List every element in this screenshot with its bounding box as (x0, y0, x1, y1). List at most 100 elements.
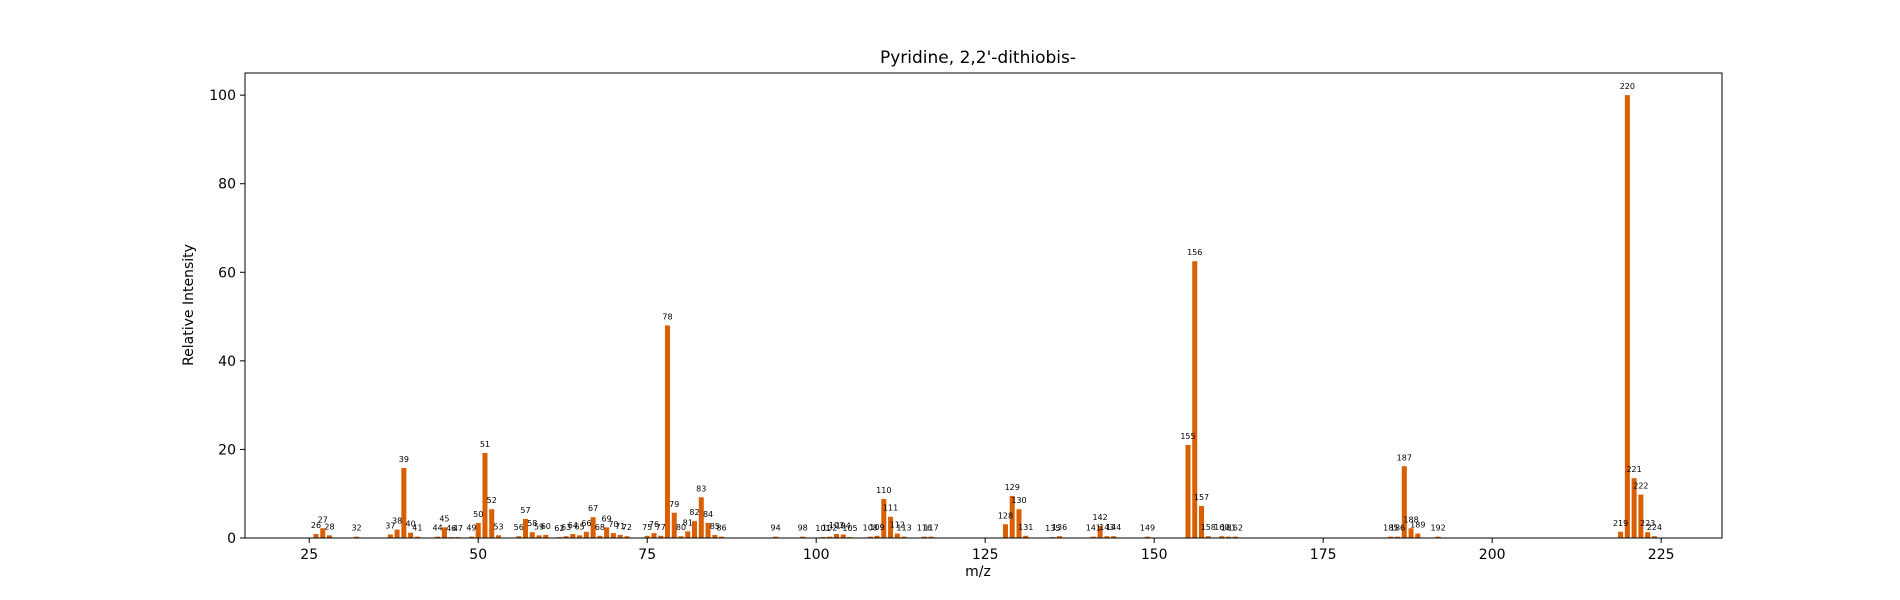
plot-frame (244, 72, 1723, 539)
peak-label-mz-78: 78 (662, 312, 672, 321)
bars-layer (313, 95, 1657, 538)
bar-mz-192 (1435, 536, 1441, 538)
peak-label-mz-143: 143 (1099, 523, 1114, 532)
peak-label-mz-50: 50 (473, 510, 483, 519)
bar-mz-27 (320, 528, 326, 538)
peak-label-mz-56: 56 (514, 523, 524, 532)
peak-label-mz-101: 101 (815, 524, 830, 533)
bar-mz-71 (617, 534, 623, 538)
bar-mz-104 (840, 534, 846, 538)
x-tick-label: 100 (803, 547, 830, 563)
bar-mz-76 (651, 533, 657, 538)
peak-label-mz-128: 128 (998, 511, 1013, 520)
peak-label-mz-155: 155 (1180, 432, 1195, 441)
bar-mz-94 (773, 536, 779, 538)
peak-label-mz-70: 70 (608, 520, 618, 529)
bar-mz-113 (901, 536, 907, 538)
peak-label-mz-46: 46 (446, 524, 456, 533)
y-tick-label: 40 (218, 354, 236, 370)
bar-mz-155 (1185, 445, 1191, 538)
bar-mz-187 (1401, 466, 1407, 538)
y-tick-label: 60 (218, 265, 236, 281)
bar-mz-188 (1408, 528, 1414, 538)
x-tick-label: 25 (300, 547, 318, 563)
bar-mz-186 (1395, 536, 1401, 538)
axes-layer: 25 50 75 100 125 150 175 200 225 0 20 40 60 80 100 (209, 72, 1723, 563)
bar-mz-63 (563, 536, 569, 538)
peak-label-mz-60: 60 (541, 522, 551, 531)
peak-label-mz-187: 187 (1397, 453, 1412, 462)
peak-label-mz-80: 80 (676, 523, 686, 532)
bar-mz-189 (1415, 533, 1421, 538)
bar-mz-59 (536, 535, 542, 538)
peak-label-mz-39: 39 (399, 455, 409, 464)
x-axis-title: m/z (965, 564, 991, 580)
peak-label-mz-75: 75 (642, 523, 652, 532)
peak-label-mz-85: 85 (710, 522, 720, 531)
peak-label-mz-117: 117 (923, 524, 938, 533)
peak-label-mz-49: 49 (466, 524, 476, 533)
bar-mz-66 (583, 531, 589, 538)
bar-mz-44 (435, 536, 441, 538)
peak-label-mz-112: 112 (890, 521, 905, 530)
peak-label-mz-220: 220 (1620, 82, 1635, 91)
peak-label-mz-142: 142 (1092, 513, 1107, 522)
bar-mz-149 (1144, 536, 1150, 538)
peak-label-mz-63: 63 (561, 523, 571, 532)
peak-label-mz-38: 38 (392, 517, 402, 526)
peak-label-mz-103: 103 (829, 521, 844, 530)
peak-label-mz-116: 116 (917, 524, 932, 533)
peak-label-mz-105: 105 (842, 524, 857, 533)
peak-label-mz-41: 41 (412, 524, 422, 533)
peak-label-mz-66: 66 (581, 519, 591, 528)
x-tick-label: 125 (972, 547, 999, 563)
bar-mz-41 (414, 536, 420, 538)
bar-mz-136 (1057, 536, 1063, 538)
peak-label-mz-68: 68 (595, 523, 605, 532)
bar-mz-85 (712, 534, 718, 538)
peak-label-mz-136: 136 (1052, 523, 1067, 532)
bar-mz-77 (658, 535, 664, 538)
bar-mz-144 (1111, 536, 1117, 538)
peak-label-mz-76: 76 (649, 520, 659, 529)
bar-mz-69 (604, 527, 610, 538)
bar-mz-129 (1009, 495, 1015, 538)
peak-label-mz-40: 40 (406, 520, 416, 529)
peak-label-mz-44: 44 (433, 524, 443, 533)
bar-mz-79 (671, 512, 677, 538)
peak-label-mz-72: 72 (622, 523, 632, 532)
peak-label-mz-186: 186 (1390, 524, 1405, 533)
bar-mz-142 (1097, 526, 1103, 538)
peak-label-mz-52: 52 (487, 496, 497, 505)
y-tick-label: 0 (227, 531, 236, 547)
x-tick-label: 75 (638, 547, 656, 563)
y-axis-title: Relative Intensity (181, 244, 197, 366)
bar-mz-109 (874, 535, 880, 538)
y-tick-label: 80 (218, 177, 236, 193)
peak-label-mz-219: 219 (1613, 519, 1628, 528)
bar-mz-116 (921, 536, 927, 538)
bar-mz-162 (1232, 536, 1238, 538)
bar-mz-102 (827, 536, 833, 538)
peak-label-mz-82: 82 (689, 508, 699, 517)
bar-mz-103 (833, 534, 839, 538)
bar-mz-117 (928, 536, 934, 538)
peak-label-mz-131: 131 (1018, 523, 1033, 532)
bar-mz-60 (543, 534, 549, 538)
bar-mz-49 (468, 536, 474, 538)
x-tick-label: 225 (1648, 547, 1675, 563)
bar-mz-68 (597, 535, 603, 538)
peak-label-mz-161: 161 (1221, 524, 1236, 533)
bar-mz-219 (1618, 531, 1624, 538)
bar-mz-224 (1651, 536, 1657, 538)
peak-label-mz-83: 83 (696, 484, 706, 493)
peak-label-mz-51: 51 (480, 440, 490, 449)
x-tick-label: 200 (1479, 547, 1506, 563)
peak-label-mz-28: 28 (324, 522, 334, 531)
peak-label-mz-149: 149 (1140, 524, 1155, 533)
peak-label-mz-26: 26 (311, 521, 321, 530)
y-tick-label: 100 (209, 88, 236, 104)
bar-mz-70 (610, 533, 616, 538)
x-tick-label: 150 (1141, 547, 1168, 563)
